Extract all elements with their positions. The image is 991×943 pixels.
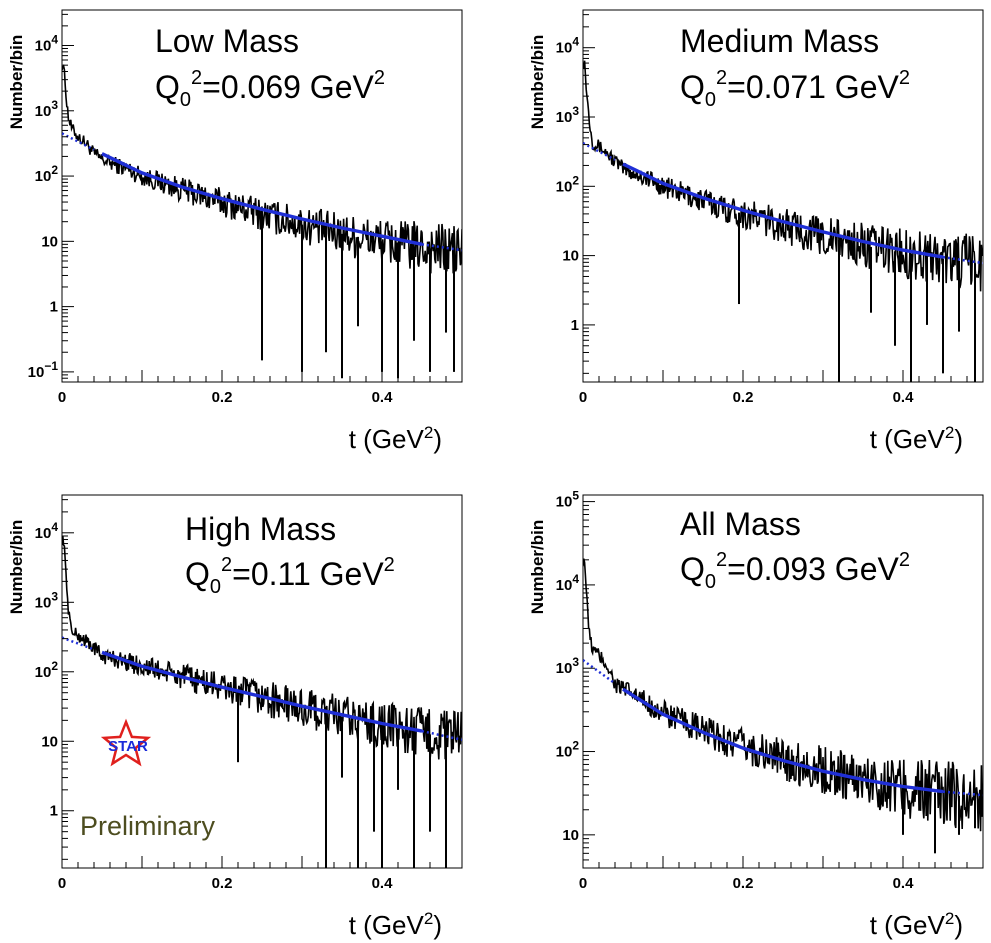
y-tick-label: 102	[35, 659, 59, 681]
data-series	[62, 535, 462, 761]
x-tick-label: 0	[58, 389, 66, 406]
fit-curve-extension-right	[942, 790, 983, 797]
fit-curve	[101, 650, 423, 733]
y-tick-label: 102	[556, 173, 580, 195]
y-tick-label: 103	[35, 589, 59, 611]
x-tick-label: 0.4	[372, 875, 394, 892]
y-tick-label: 10	[41, 233, 58, 250]
chart-title: High Mass	[185, 511, 336, 547]
plot-frame	[582, 9, 984, 383]
x-tick-label: 0	[579, 389, 587, 406]
y-tick-label: 10	[41, 733, 58, 750]
preliminary-label: Preliminary	[80, 811, 216, 841]
fit-curve-extension-left	[62, 636, 95, 651]
x-tick-label: 0.4	[893, 875, 915, 892]
x-axis-label: t (GeV2)	[349, 909, 442, 940]
x-tick-label: 0.2	[733, 389, 754, 406]
star-icon	[100, 718, 152, 767]
q0-annotation: Q02=0.069 GeV2	[155, 67, 385, 111]
y-axis-label: Number/bin	[7, 35, 26, 129]
y-tick-label: 103	[556, 104, 580, 126]
x-tick-label: 0	[58, 875, 66, 892]
chart-panel-1: 10−1 1 10 102 103 104 0 0.2 0.4 Number/bin t (GeV2…	[7, 9, 463, 454]
y-tick-label: 10−1	[28, 359, 59, 381]
chart-title: Medium Mass	[680, 23, 879, 59]
fit-curve-extension-right	[421, 729, 462, 742]
fit-curve-extension-left	[583, 659, 616, 685]
plot-frame	[61, 494, 463, 869]
x-tick-label: 0.2	[212, 875, 233, 892]
y-axis-label: Number/bin	[528, 35, 547, 129]
chart-title: All Mass	[680, 506, 801, 542]
y-tick-label: 1	[571, 317, 579, 334]
y-tick-label: 103	[556, 655, 580, 677]
fit-curve	[622, 162, 944, 259]
x-tick-label: 0.4	[372, 389, 394, 406]
q0-annotation: Q02=0.093 GeV2	[680, 549, 910, 593]
y-tick-label: 102	[35, 163, 59, 185]
fit-curve	[101, 152, 423, 246]
y-tick-label: 102	[556, 739, 580, 761]
y-tick-label: 10	[562, 248, 579, 265]
fit-curve-extension-left	[583, 141, 616, 161]
q0-annotation: Q02=0.071 GeV2	[680, 67, 910, 111]
star-logo: STAR	[100, 718, 152, 767]
x-axis-label: t (GeV2)	[870, 909, 963, 940]
x-tick-label: 0.2	[733, 875, 754, 892]
y-axis-label: Number/bin	[7, 520, 26, 614]
y-tick-label: 10	[562, 827, 579, 844]
q0-annotation: Q02=0.11 GeV2	[185, 554, 395, 598]
y-tick-label: 104	[556, 35, 580, 57]
x-tick-label: 0	[579, 875, 587, 892]
x-tick-label: 0.4	[893, 389, 915, 406]
y-tick-label: 104	[35, 520, 59, 542]
y-tick-label: 1	[50, 803, 58, 820]
data-series	[583, 60, 983, 292]
x-axis-label: t (GeV2)	[349, 423, 442, 454]
star-logo-text: STAR	[108, 738, 148, 755]
x-tick-label: 0.2	[212, 389, 233, 406]
chart-panel-2: 1 10 102 103 104 0 0.2 0.4 Number/bin t (GeV2) Med…	[528, 9, 984, 454]
fit-curve-extension-right	[942, 255, 983, 265]
fit-curve-extension-left	[62, 132, 95, 151]
fit-curve-extension-right	[421, 243, 462, 252]
chart-panel-4: 10 102 103 104 105 0 0.2 0.4 Number/bin t (GeV2) A…	[528, 489, 984, 940]
y-axis-label: Number/bin	[528, 520, 547, 614]
y-tick-label: 103	[35, 98, 59, 120]
y-tick-label: 104	[35, 33, 59, 55]
chart-panel-3: 1 10 102 103 104 0 0.2 0.4 Number/bin t (GeV2) Hig…	[7, 494, 463, 940]
x-axis-label: t (GeV2)	[870, 423, 963, 454]
y-tick-label: 1	[50, 299, 58, 316]
chart-title: Low Mass	[155, 23, 299, 59]
fit-curve	[622, 687, 944, 794]
y-tick-label: 104	[556, 572, 580, 594]
y-tick-label: 105	[556, 489, 580, 511]
